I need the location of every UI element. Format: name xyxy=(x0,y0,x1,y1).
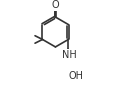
Text: O: O xyxy=(52,0,59,10)
Text: NH: NH xyxy=(62,50,76,60)
Text: OH: OH xyxy=(69,71,84,81)
Text: O: O xyxy=(52,0,59,10)
